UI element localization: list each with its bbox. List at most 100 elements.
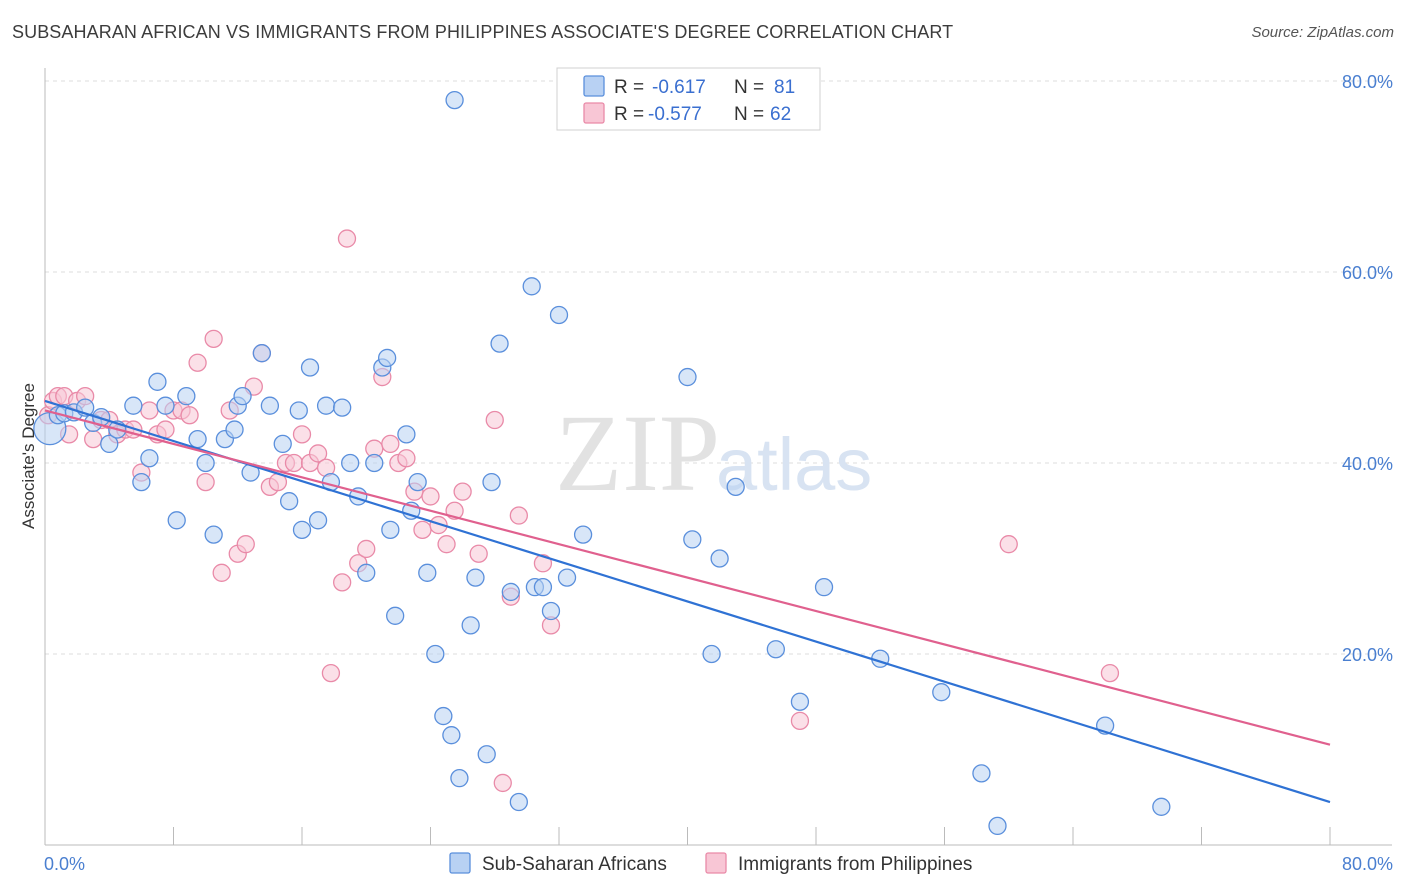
- series-legend: Sub-Saharan Africans Immigrants from Phi…: [449, 852, 972, 875]
- pink-point: [999, 535, 1018, 554]
- blue-point: [292, 520, 312, 539]
- series-legend-swatch-pink: [705, 852, 727, 874]
- pink-point: [337, 229, 357, 248]
- blue-point: [252, 344, 271, 363]
- blue-point: [790, 692, 810, 711]
- blue-point: [273, 434, 292, 454]
- tick-labels: 20.0% 40.0% 60.0% 80.0% 0.0% 80.0%: [44, 72, 1393, 874]
- legend-swatch-pink: [583, 102, 605, 124]
- blue-point: [549, 305, 569, 325]
- source-label: Source: ZipAtlas.com: [1251, 24, 1394, 41]
- series-legend-swatch-blue: [449, 852, 471, 874]
- blue-point: [442, 726, 461, 745]
- blue-point: [702, 644, 721, 664]
- blue-point: [300, 358, 320, 377]
- blue-point: [988, 816, 1007, 836]
- series-legend-label-pink: Immigrants from Philippines: [738, 854, 972, 875]
- pink-point: [357, 539, 376, 559]
- legend-n-value-pink: 62: [770, 104, 791, 125]
- blue-point: [482, 472, 501, 492]
- blue-point: [381, 520, 400, 539]
- blue-point: [501, 582, 520, 602]
- pink-point: [493, 773, 512, 793]
- blue-point: [341, 453, 360, 473]
- blue-point: [100, 434, 119, 454]
- x-tick-label: 80.0%: [1342, 854, 1393, 874]
- legend-n-value-blue: 81: [774, 77, 795, 98]
- blue-point: [814, 578, 834, 597]
- pink-point: [790, 711, 810, 730]
- blue-point: [678, 367, 697, 387]
- legend-r-label-pink: R =: [614, 104, 644, 125]
- blue-point: [477, 745, 496, 764]
- blue-point: [196, 453, 215, 473]
- blue-point: [260, 396, 280, 415]
- blue-series-points: [33, 90, 1171, 836]
- blue-point: [932, 683, 951, 702]
- blue-point: [177, 386, 196, 406]
- legend-r-value-blue: -0.617: [652, 77, 706, 98]
- y-tick-label: 20.0%: [1342, 645, 1393, 665]
- pink-point: [321, 663, 341, 683]
- y-axis-label: Associate's Degree: [19, 383, 38, 529]
- pink-point: [204, 329, 223, 349]
- blue-point: [225, 420, 244, 439]
- blue-point: [204, 525, 223, 544]
- blue-point: [418, 563, 437, 582]
- blue-point: [533, 578, 553, 597]
- trend-line-pink: [44, 409, 1331, 746]
- pink-point: [421, 487, 440, 506]
- blue-point: [167, 511, 186, 530]
- blue-point: [1152, 797, 1171, 816]
- pink-point: [196, 472, 215, 492]
- blue-point: [156, 396, 175, 415]
- stats-legend: R = -0.617 N = 81 R = -0.577 N = 62: [556, 67, 821, 131]
- trend-line-blue: [44, 399, 1331, 804]
- pink-point: [292, 425, 312, 444]
- pink-point: [437, 535, 456, 554]
- watermark: ZIP atlas: [555, 392, 872, 514]
- y-tick-label: 60.0%: [1342, 263, 1393, 283]
- pink-point: [509, 506, 528, 525]
- blue-point: [357, 563, 376, 582]
- pink-point: [284, 453, 304, 473]
- blue-point: [461, 616, 480, 635]
- watermark-zip: ZIP: [555, 392, 720, 514]
- blue-point: [386, 606, 405, 625]
- pink-series-points: [39, 229, 1120, 793]
- blue-point: [450, 769, 469, 788]
- pink-point: [397, 449, 416, 468]
- chart-title: SUBSAHARAN AFRICAN VS IMMIGRANTS FROM PH…: [12, 22, 954, 42]
- pink-point: [533, 554, 553, 573]
- pink-point: [84, 429, 103, 449]
- blue-point: [188, 429, 207, 449]
- legend-n-label-pink: N =: [734, 104, 764, 125]
- blue-point: [557, 568, 577, 587]
- pink-point: [140, 401, 159, 420]
- pink-point: [453, 482, 472, 501]
- y-tick-label: 80.0%: [1342, 72, 1393, 92]
- x-tick-label: 0.0%: [44, 854, 85, 874]
- blue-point: [140, 449, 159, 468]
- blue-point: [972, 764, 991, 783]
- blue-point: [726, 477, 745, 497]
- blue-point: [766, 640, 785, 659]
- blue-point: [522, 277, 541, 296]
- blue-point: [573, 525, 593, 544]
- blue-point: [233, 386, 252, 406]
- blue-point: [710, 549, 729, 568]
- blue-point: [683, 530, 702, 549]
- pink-point: [212, 563, 231, 582]
- pink-point: [429, 515, 448, 535]
- blue-point: [426, 644, 445, 664]
- pink-point: [485, 410, 504, 430]
- pink-point: [1100, 663, 1120, 683]
- pink-point: [413, 520, 432, 539]
- pink-point: [381, 434, 400, 454]
- blue-point: [541, 601, 561, 621]
- trend-lines: [44, 399, 1331, 804]
- blue-point: [397, 425, 416, 444]
- blue-point: [408, 472, 427, 492]
- blue-point: [434, 706, 453, 726]
- pink-point: [236, 535, 255, 554]
